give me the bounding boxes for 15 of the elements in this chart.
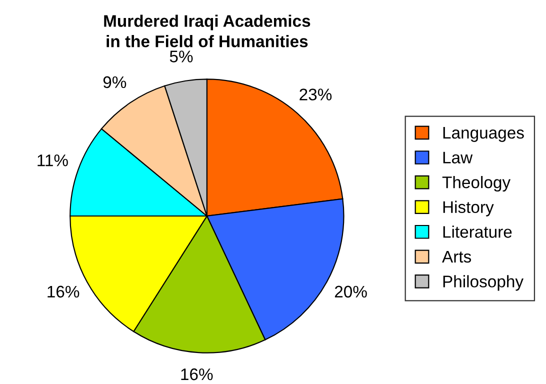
data-label: 20%	[334, 286, 367, 298]
data-label: 11%	[38, 154, 68, 166]
legend-label: Law	[443, 152, 473, 164]
legend-label: History	[443, 200, 494, 216]
data-label: 5%	[170, 50, 193, 62]
data-label: 23%	[300, 88, 332, 100]
data-label: 16%	[48, 286, 80, 298]
data-label: 9%	[103, 76, 126, 88]
legend-label: Languages	[443, 127, 524, 142]
legend-label: Literature	[443, 226, 512, 238]
chart-title: Murdered Iraqi Academics in the Field of Humanities	[104, 14, 310, 48]
legend-label: Philosophy	[443, 275, 524, 291]
legend-label: Arts	[442, 250, 472, 263]
data-label: 16%	[181, 368, 213, 380]
legend-label: Theology	[442, 176, 511, 192]
